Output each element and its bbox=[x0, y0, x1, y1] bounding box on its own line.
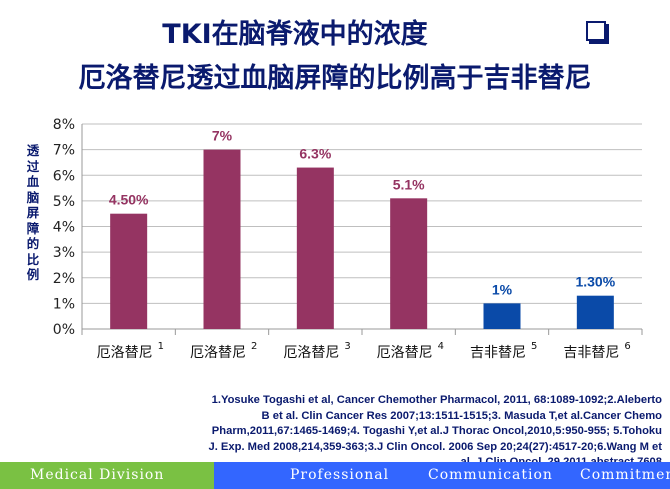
footer-commitment: Commitment bbox=[580, 467, 670, 483]
y-tick-label: 0% bbox=[53, 322, 75, 338]
bar bbox=[390, 198, 428, 329]
x-tick-label: 厄洛替尼 bbox=[97, 345, 153, 361]
bar bbox=[576, 295, 614, 329]
bar bbox=[296, 167, 334, 329]
bar-chart: 0% 1% 2% 3% 4% 5% 6% 7% 8% 4.50% 厄洛替尼 1 7% 厄洛替尼 2 6.3% 厄… bbox=[53, 117, 643, 361]
references: 1.Yosuke Togashi et al, Cancer Chemother… bbox=[128, 393, 662, 471]
x-tick-label: 厄洛替尼 bbox=[283, 345, 339, 361]
x-tick-label: 厄洛替尼 bbox=[377, 345, 433, 361]
footer-bar: Medical Division Professional Communicat… bbox=[0, 462, 670, 489]
x-tick-superscript: 2 bbox=[251, 341, 257, 352]
footer-professional: Professional bbox=[290, 467, 390, 483]
x-tick-superscript: 4 bbox=[438, 341, 444, 352]
footer-communication: Communication bbox=[428, 467, 553, 483]
bar bbox=[203, 149, 241, 329]
x-tick-label: 吉非替尼 bbox=[563, 345, 619, 361]
data-label: 5.1% bbox=[393, 176, 425, 192]
checkbox-icon bbox=[586, 21, 606, 41]
y-tick-label: 5% bbox=[53, 194, 75, 210]
y-tick-label: 6% bbox=[53, 168, 75, 184]
reference-line: Pharm,2011,67:1465-1469;4. Togashi Y,et … bbox=[211, 425, 662, 438]
data-label: 1.30% bbox=[575, 274, 615, 290]
footer-division: Medical Division bbox=[30, 467, 165, 483]
x-tick-superscript: 5 bbox=[531, 341, 537, 352]
y-tick-label: 3% bbox=[53, 245, 75, 261]
y-axis-label: 透过血脑屏障的比例 bbox=[26, 143, 40, 282]
bar bbox=[110, 213, 148, 329]
x-tick-label: 厄洛替尼 bbox=[190, 345, 246, 361]
reference-line: 1.Yosuke Togashi et al, Cancer Chemother… bbox=[211, 394, 662, 406]
slide-title: TKI在脑脊液中的浓度 bbox=[162, 19, 428, 50]
y-tick-label: 2% bbox=[53, 271, 75, 287]
data-label: 6.3% bbox=[299, 146, 331, 162]
data-label: 7% bbox=[212, 128, 233, 144]
y-tick-label: 1% bbox=[53, 296, 75, 312]
y-tick-label: 7% bbox=[53, 143, 75, 159]
x-tick-superscript: 3 bbox=[344, 341, 350, 352]
footer-green-block bbox=[0, 462, 214, 489]
slide-subtitle: 厄洛替尼透过血脑屏障的比例高于吉非替尼 bbox=[78, 63, 592, 94]
data-label: 4.50% bbox=[109, 192, 149, 208]
data-label: 1% bbox=[492, 281, 513, 297]
x-tick-superscript: 1 bbox=[158, 341, 164, 352]
x-tick-superscript: 6 bbox=[624, 341, 630, 352]
y-tick-label: 4% bbox=[53, 220, 75, 236]
reference-line: J. Exp. Med 2008,214,359-363;3.J Clin On… bbox=[208, 440, 662, 453]
reference-line: B et al. Clin Cancer Res 2007;13:1511-15… bbox=[261, 409, 662, 422]
bar bbox=[483, 303, 521, 329]
y-tick-label: 8% bbox=[53, 117, 75, 133]
x-tick-label: 吉非替尼 bbox=[470, 345, 526, 361]
